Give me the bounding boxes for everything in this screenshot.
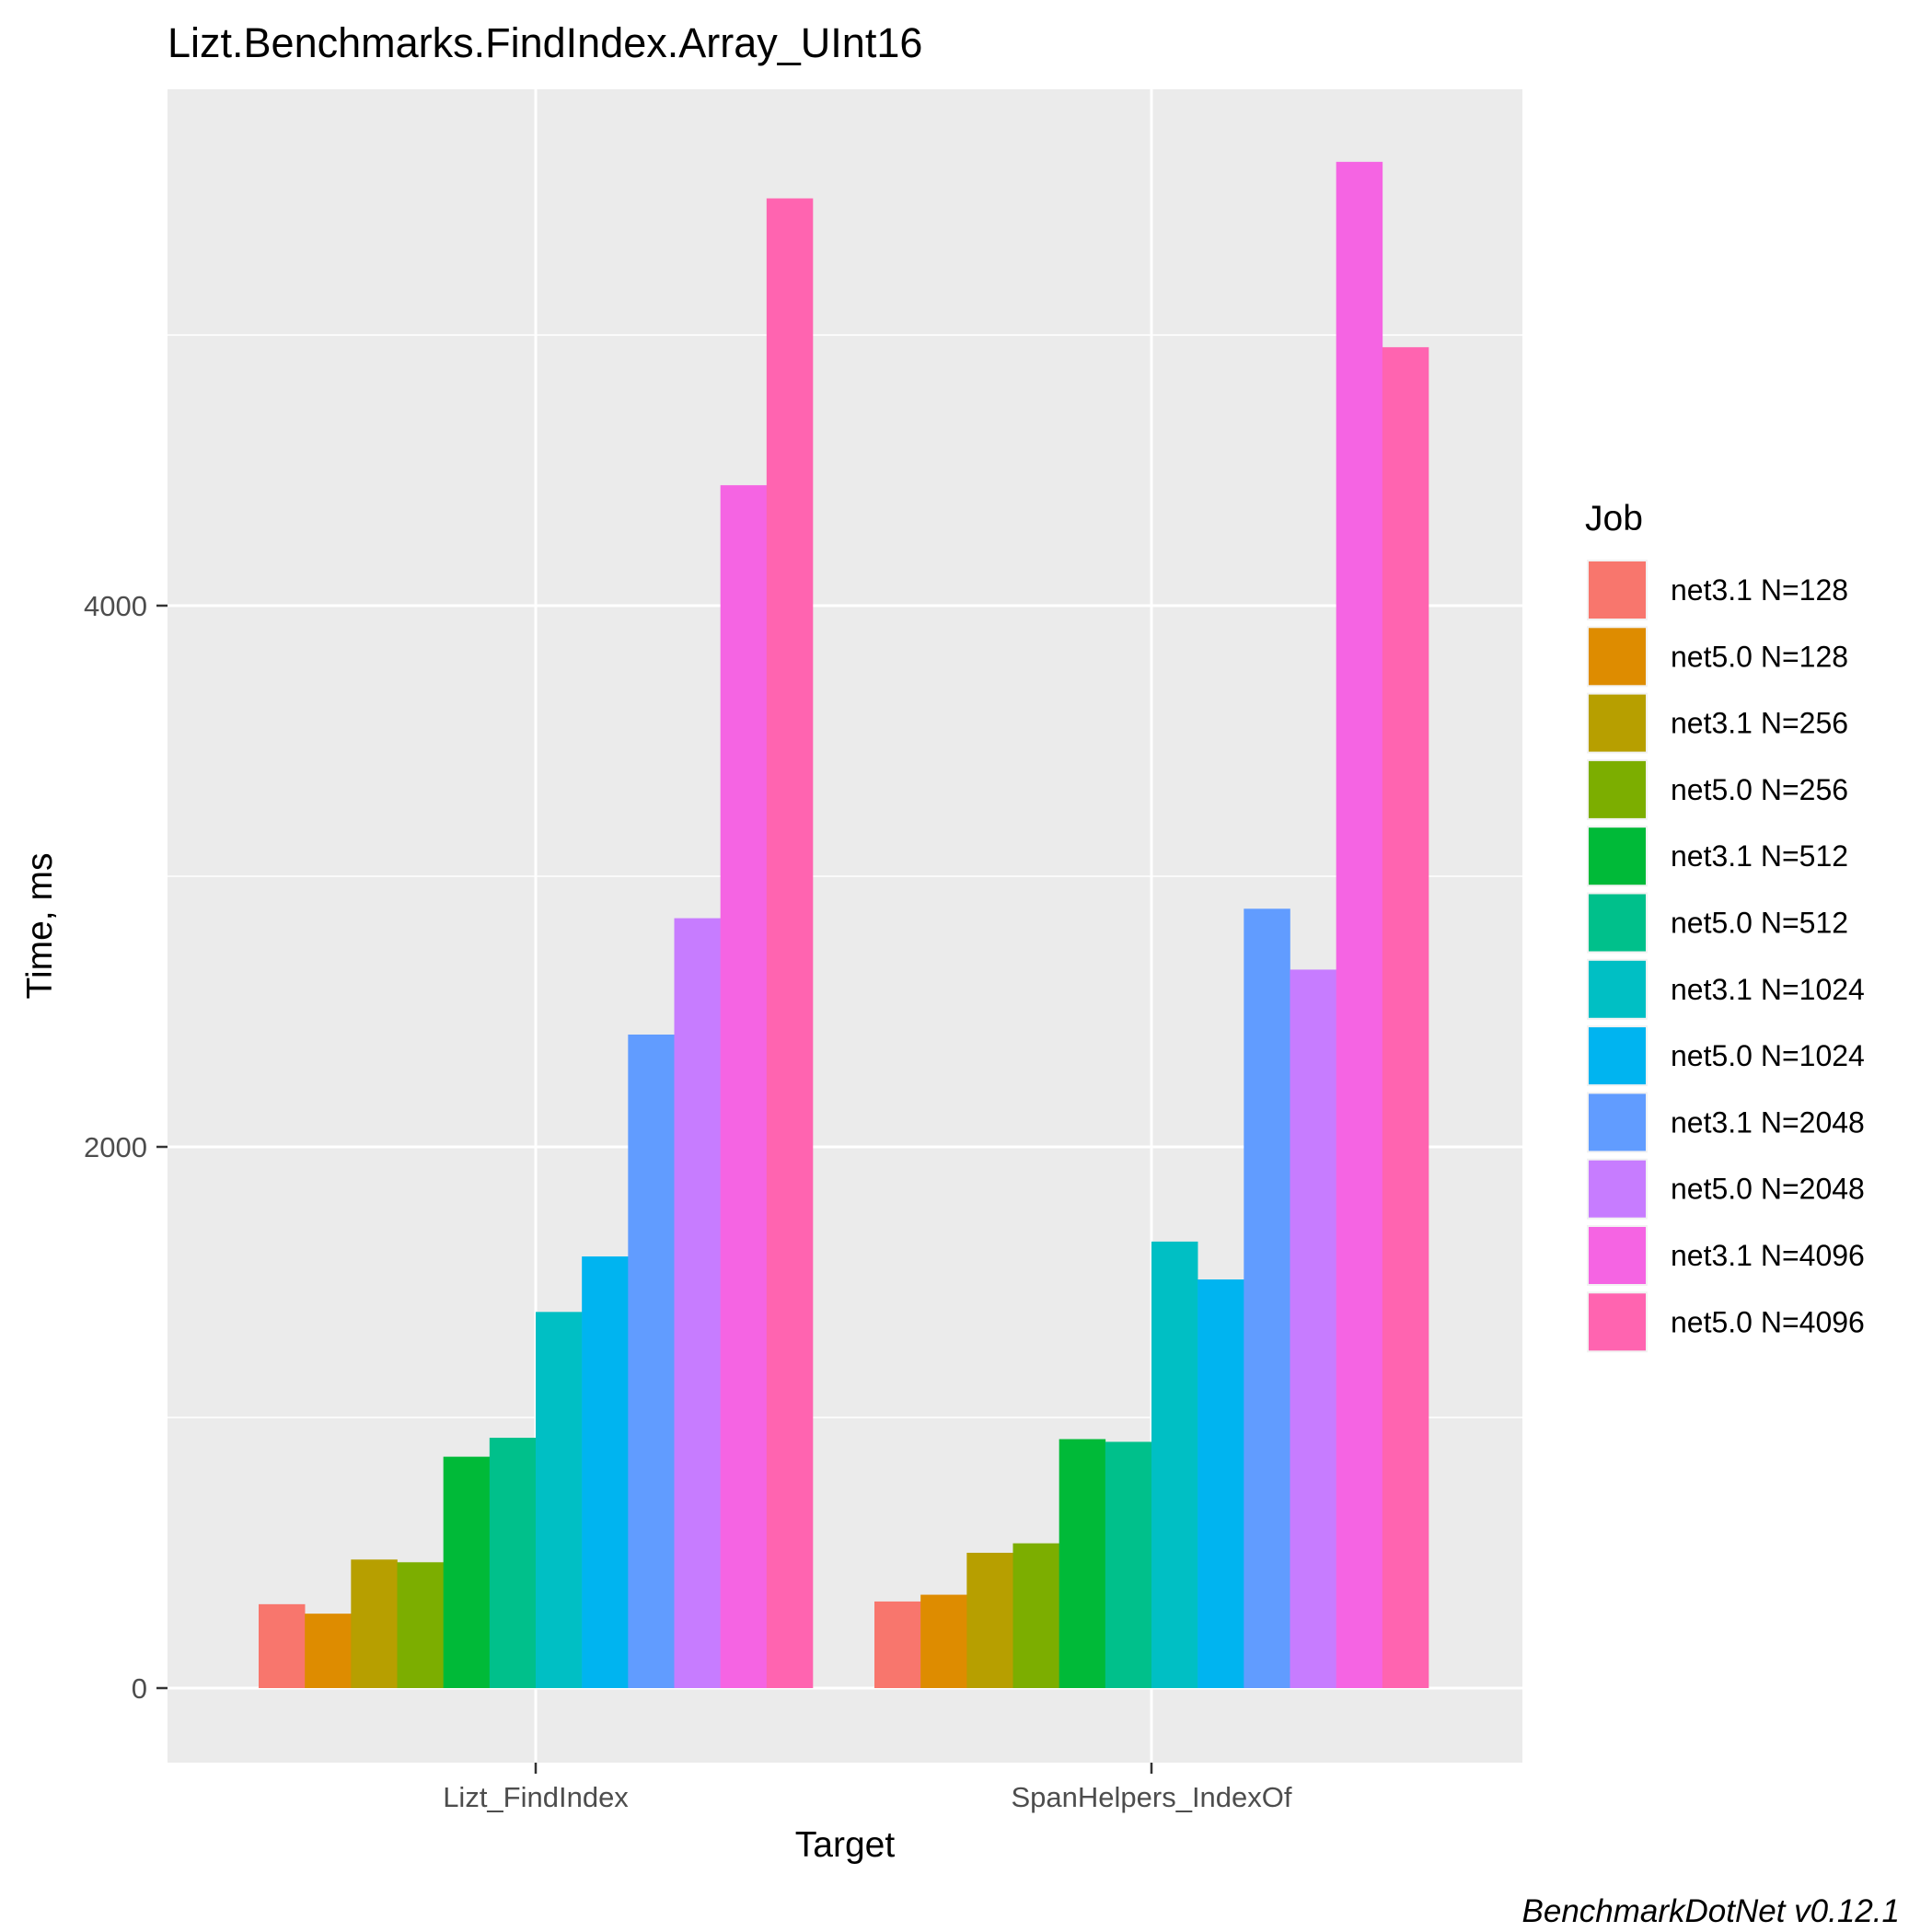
legend-swatch (1589, 1160, 1646, 1218)
x-tick-label: Lizt_FindIndex (443, 1781, 629, 1813)
legend-swatch (1589, 827, 1646, 885)
bar (1012, 1543, 1059, 1688)
x-axis: Lizt_FindIndex SpanHelpers_IndexOf (443, 1763, 1292, 1813)
bar (1105, 1441, 1152, 1688)
legend-label: net3.1 N=2048 (1671, 1105, 1865, 1139)
bar (674, 918, 721, 1688)
bar (443, 1456, 491, 1688)
legend-swatch (1589, 894, 1646, 952)
legend-label: net3.1 N=128 (1671, 573, 1848, 607)
legend-swatch (1589, 960, 1646, 1018)
y-axis-title: Time, ms (20, 853, 60, 1000)
bar (1336, 161, 1383, 1689)
legend-swatch (1589, 1027, 1646, 1085)
legend-label: net5.0 N=1024 (1671, 1039, 1865, 1072)
legend-label: net5.0 N=512 (1671, 907, 1848, 940)
bar (1244, 908, 1290, 1688)
bar (628, 1034, 675, 1688)
legend-swatch (1589, 694, 1646, 752)
bar (766, 198, 814, 1688)
bar (259, 1603, 306, 1688)
legend-swatch (1589, 1093, 1646, 1151)
y-tick-label: 0 (132, 1672, 147, 1705)
bar (874, 1601, 921, 1688)
legend-label: net5.0 N=256 (1671, 773, 1848, 806)
bar (920, 1594, 967, 1688)
legend-swatch (1589, 1293, 1646, 1351)
legend-title: Job (1585, 499, 1643, 538)
legend-label: net5.0 N=4096 (1671, 1305, 1865, 1338)
legend-label: net3.1 N=256 (1671, 707, 1848, 740)
bar (582, 1256, 629, 1688)
legend-label: net3.1 N=4096 (1671, 1239, 1865, 1272)
caption: BenchmarkDotNet v0.12.1 (1522, 1893, 1900, 1929)
legend-label: net5.0 N=128 (1671, 640, 1848, 673)
bar (1290, 969, 1336, 1688)
y-tick-label: 2000 (84, 1131, 147, 1163)
legend-swatch (1589, 1227, 1646, 1284)
legend-swatch (1589, 628, 1646, 686)
y-axis: 0 2000 4000 (84, 590, 168, 1705)
legend-swatch (1589, 760, 1646, 818)
chart-title: Lizt.Benchmarks.FindIndex.Array_UInt16 (168, 19, 922, 66)
x-tick-label: SpanHelpers_IndexOf (1011, 1781, 1291, 1813)
bar (536, 1312, 583, 1688)
bar (1151, 1241, 1198, 1688)
bar (966, 1553, 1013, 1688)
y-tick-label: 4000 (84, 590, 147, 622)
x-axis-title: Target (795, 1825, 896, 1865)
bar (1382, 347, 1429, 1689)
bar (397, 1562, 444, 1688)
bars (259, 161, 1429, 1689)
legend-label: net3.1 N=512 (1671, 839, 1848, 873)
bar (351, 1559, 398, 1688)
bar (1197, 1279, 1244, 1688)
bar (305, 1614, 352, 1688)
bar (1059, 1439, 1106, 1688)
legend-label: net3.1 N=1024 (1671, 973, 1865, 1006)
legend-label: net5.0 N=2048 (1671, 1173, 1865, 1206)
bar (720, 485, 768, 1689)
legend-swatch (1589, 561, 1646, 619)
legend: Job net3.1 N=128 net5.0 N=128 net3.1 N=256… (1585, 499, 1865, 1353)
bar (489, 1438, 537, 1688)
